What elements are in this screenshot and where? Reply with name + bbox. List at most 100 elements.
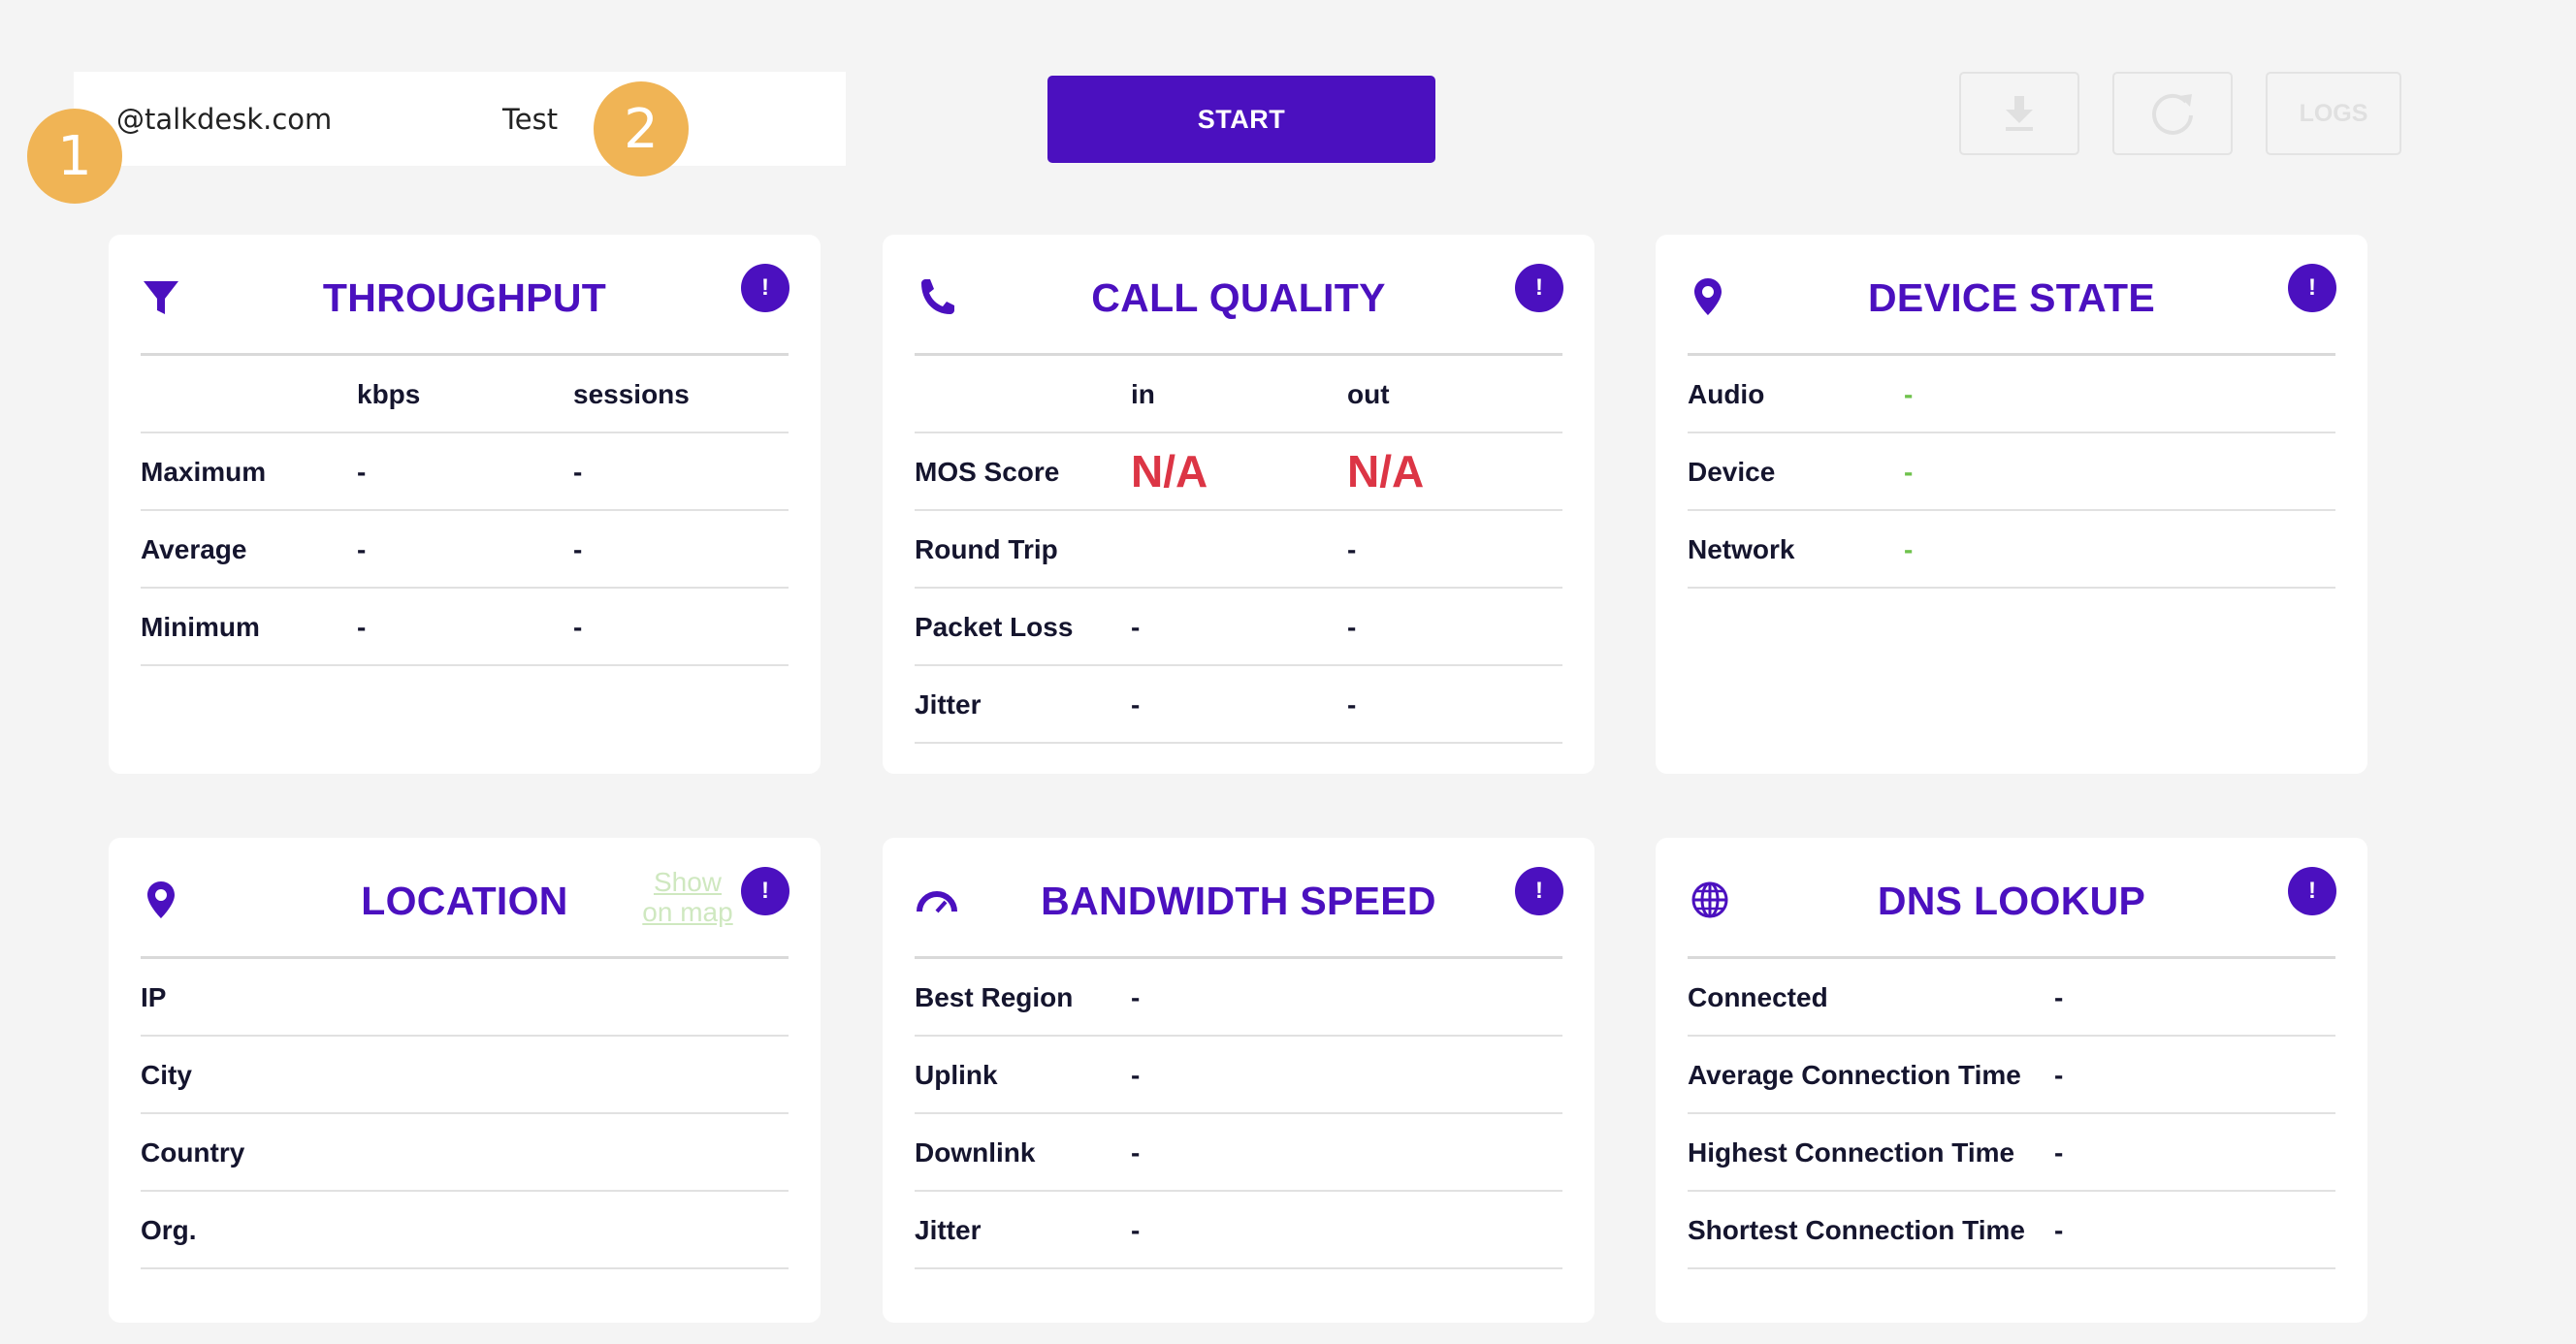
info-button[interactable]: ! [741,264,789,312]
throughput-table: kbps sessions Maximum - - Average - - Mi… [141,356,789,666]
status-value: - [1904,534,1914,564]
table-row: Audio - [1688,356,2335,433]
download-button[interactable] [1959,72,2079,155]
exclamation-icon: ! [2308,878,2316,904]
table-row: Jitter - [915,1192,1562,1269]
divider [915,956,1562,959]
table-row: Org. [141,1192,789,1269]
show-map-line[interactable]: Show [653,867,723,897]
exclamation-icon: ! [2308,274,2316,301]
exclamation-icon: ! [761,878,769,904]
info-button[interactable]: ! [1515,867,1563,915]
status-value: - [1904,457,1914,487]
cell-value: - [1131,1137,1141,1168]
row-label: Network [1688,534,1795,564]
table-row: Round Trip - [915,511,1562,589]
row-label: Audio [1688,379,1765,409]
bandwidth-speed-card: BANDWIDTH SPEED ! Best Region - Uplink -… [883,838,1594,1323]
info-button[interactable]: ! [741,867,789,915]
mos-in-value: N/A [1131,446,1208,496]
cell-value: - [1131,612,1141,642]
cell-value: - [2054,1060,2064,1090]
table-row: Shortest Connection Time - [1688,1192,2335,1269]
email-text[interactable]: @talkdesk.com [116,103,333,136]
row-label: Packet Loss [915,612,1074,642]
card-header: LOCATION Show on map ! [109,838,821,958]
logs-button[interactable]: LOGS [2266,72,2401,155]
test-input-box[interactable] [74,72,846,166]
column-header: kbps [357,379,421,409]
step-badge-1: 1 [27,109,122,204]
row-label: Best Region [915,982,1074,1012]
divider [141,353,789,356]
table-row: Average Connection Time - [1688,1037,2335,1114]
row-label: Highest Connection Time [1688,1137,2015,1168]
step-badge-2: 2 [594,81,689,176]
info-button[interactable]: ! [2288,264,2336,312]
show-on-map-link[interactable]: Show on map [625,867,751,927]
row-label: Uplink [915,1060,998,1090]
refresh-icon [2152,93,2193,135]
row-label: Country [141,1137,245,1168]
column-header: in [1131,379,1155,409]
throughput-card: THROUGHPUT ! kbps sessions Maximum - - A… [109,235,821,774]
map-pin-icon [1694,278,1722,315]
location-table: IP City Country Org. [141,959,789,1269]
cell-value: - [1131,689,1141,720]
exclamation-icon: ! [1535,274,1543,301]
cell-value: - [357,534,367,564]
card-header: THROUGHPUT ! [109,235,821,355]
divider [141,956,789,959]
call-quality-table: in out MOS Score N/A N/A Round Trip - Pa… [915,356,1562,744]
table-row: Device - [1688,433,2335,511]
table-row: Uplink - [915,1037,1562,1114]
row-label: Minimum [141,612,260,642]
table-row: Highest Connection Time - [1688,1114,2335,1192]
exclamation-icon: ! [761,274,769,301]
column-header: sessions [573,379,690,409]
cell-value: - [1131,982,1141,1012]
cell-value: - [1347,612,1357,642]
funnel-icon [144,281,178,314]
speedometer-icon [917,891,957,913]
cell-value: - [573,534,583,564]
table-row: Country [141,1114,789,1192]
table-row: Best Region - [915,959,1562,1037]
row-label: Average [141,534,247,564]
card-title: CALL QUALITY [1091,275,1386,320]
column-header: out [1347,379,1390,409]
table-row: Maximum - - [141,433,789,511]
cell-value: - [573,612,583,642]
cell-value: - [357,457,367,487]
table-row: Network - [1688,511,2335,589]
cell-value: - [1347,534,1357,564]
download-icon [2006,96,2033,131]
refresh-button[interactable] [2112,72,2233,155]
exclamation-icon: ! [1535,878,1543,904]
card-title: LOCATION [361,879,568,923]
row-label: Connected [1688,982,1828,1012]
status-value: - [1904,379,1914,409]
row-label: Device [1688,457,1776,487]
device-state-table: Audio - Device - Network - [1688,356,2335,589]
table-row: Minimum - - [141,589,789,666]
row-label: Jitter [915,689,982,720]
table-row: Downlink - [915,1114,1562,1192]
test-label[interactable]: Test [502,103,559,136]
table-row: MOS Score N/A N/A [915,433,1562,511]
device-state-card: DEVICE STATE ! Audio - Device - Network … [1656,235,2367,774]
table-row: Packet Loss - - [915,589,1562,666]
map-pin-icon [147,881,175,918]
info-button[interactable]: ! [2288,867,2336,915]
cell-value: - [1347,689,1357,720]
info-button[interactable]: ! [1515,264,1563,312]
start-button[interactable]: START [1047,76,1435,163]
table-row: Connected - [1688,959,2335,1037]
divider [915,353,1562,356]
row-label: Downlink [915,1137,1036,1168]
mos-out-value: N/A [1347,446,1425,496]
card-title: DEVICE STATE [1868,275,2155,320]
show-map-line[interactable]: on map [642,897,733,927]
row-label: Org. [141,1215,197,1245]
cell-value: - [2054,1215,2064,1245]
